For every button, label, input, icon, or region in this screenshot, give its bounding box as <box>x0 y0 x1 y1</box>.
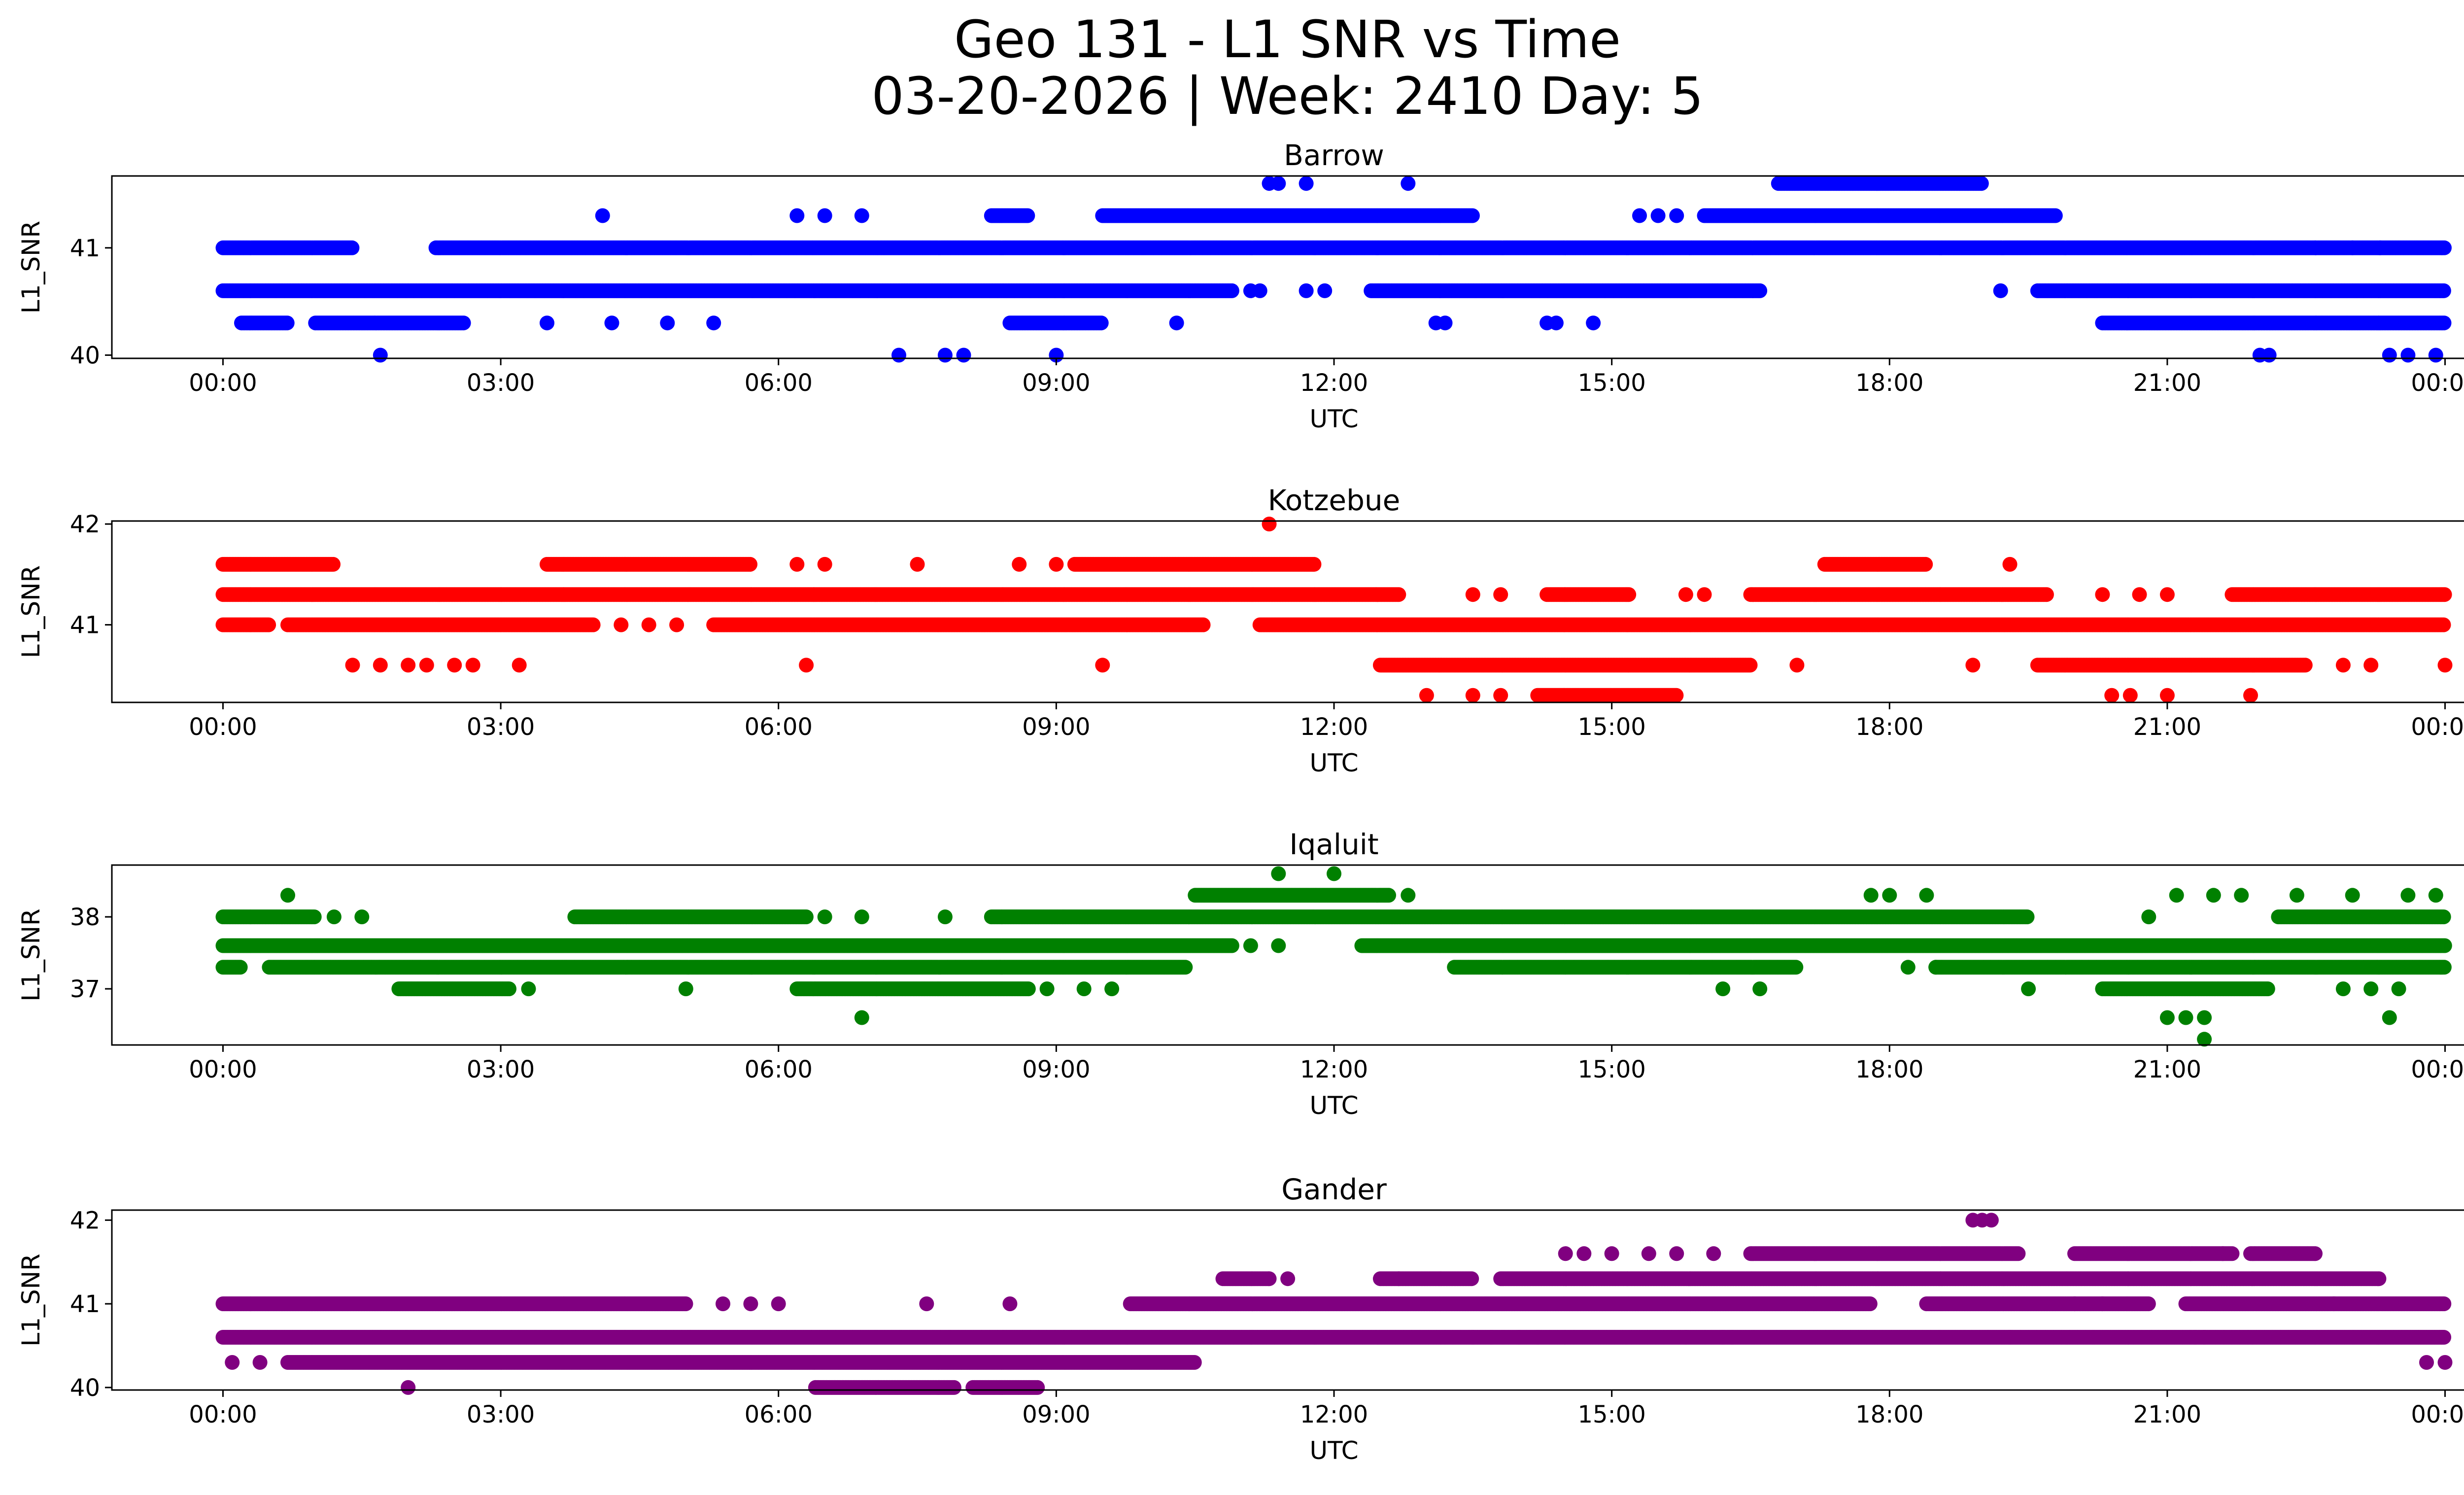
data-point <box>373 348 388 363</box>
data-point <box>585 617 601 632</box>
data-points <box>215 517 2453 703</box>
x-tick-label: 00:00 <box>189 369 257 397</box>
data-point <box>604 315 619 331</box>
x-tick-label: 15:00 <box>1577 369 1645 397</box>
data-point <box>1252 283 1267 298</box>
chart-title: Barrow <box>1284 139 1384 172</box>
data-point <box>2048 208 2063 223</box>
y-axis-label: L1_SNR <box>17 221 45 314</box>
x-tick-label: 12:00 <box>1300 369 1368 397</box>
data-point <box>2382 348 2397 363</box>
data-point <box>1465 208 1480 223</box>
data-point <box>817 208 832 223</box>
x-tick-label: 06:00 <box>745 369 813 397</box>
data-point <box>2400 348 2416 363</box>
data-point <box>1169 315 1184 331</box>
data-point <box>2373 240 2388 255</box>
figure-title-line2: 03-20-2026 | Week: 2410 Day: 5 <box>871 66 1704 126</box>
x-tick-label: 18:00 <box>1855 369 1923 397</box>
x-tick-label: 09:00 <box>1022 369 1090 397</box>
data-point <box>1548 315 1564 331</box>
x-axis-label: UTC <box>1309 405 1358 433</box>
data-point <box>660 315 675 331</box>
data-point <box>789 208 805 223</box>
x-tick-label: 03:00 <box>467 369 535 397</box>
data-point <box>2437 240 2452 255</box>
y-tick-label: 40 <box>70 342 100 369</box>
y-tick-label: 41 <box>70 235 100 262</box>
data-point <box>937 348 953 363</box>
data-point <box>2345 240 2360 255</box>
chart-barrow: Barrow 00:00 03:00 06:00 09:00 12:00 15:00 18:0… <box>17 139 2464 433</box>
data-point <box>1669 208 1684 223</box>
data-point <box>540 315 554 331</box>
data-point <box>1993 283 2008 298</box>
data-point <box>1437 315 1453 331</box>
data-point <box>891 348 906 363</box>
plot-frame <box>111 175 2464 359</box>
data-point <box>2436 283 2451 298</box>
data-point <box>854 208 869 223</box>
data-point <box>2261 348 2277 363</box>
data-point <box>2039 587 2054 602</box>
data-point <box>1020 208 1035 223</box>
data-point <box>279 315 295 331</box>
data-point <box>956 348 971 363</box>
data-point <box>1752 283 1768 298</box>
data-point <box>1650 208 1666 223</box>
data-points <box>215 176 2452 363</box>
data-point <box>1401 176 1416 191</box>
data-point <box>261 617 276 632</box>
data-point <box>1974 176 1989 191</box>
data-point <box>1317 283 1333 298</box>
data-point <box>706 315 721 331</box>
data-point <box>1271 176 1286 191</box>
data-point <box>1224 283 1239 298</box>
data-point <box>1632 208 1647 223</box>
data-point <box>1094 315 1109 331</box>
chart-title: Kotzebue <box>1268 484 1401 517</box>
data-point <box>595 208 610 223</box>
x-tick-label: 21:00 <box>2133 369 2201 397</box>
x-tick-label: 00:00 <box>2411 369 2464 397</box>
data-point <box>2436 315 2452 331</box>
data-point <box>1299 283 1314 298</box>
data-point <box>2428 348 2443 363</box>
data-point <box>1621 587 1637 602</box>
data-point <box>344 240 360 255</box>
figure-title-line1: Geo 131 - L1 SNR vs Time <box>954 9 1621 70</box>
data-point <box>1299 176 1314 191</box>
data-point <box>2308 240 2323 255</box>
data-point <box>2437 587 2452 602</box>
data-point <box>1391 587 1406 602</box>
data-point <box>456 315 471 331</box>
data-point <box>1586 315 1601 331</box>
